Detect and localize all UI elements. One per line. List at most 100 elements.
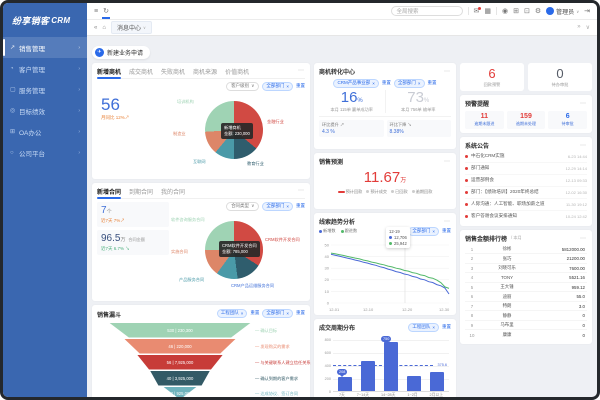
reset-filter-button[interactable]: 重置	[296, 83, 305, 88]
tab-my-contract[interactable]: 我的合同	[161, 189, 186, 196]
bu-filter-tag[interactable]: CRM产品事业部 ×	[333, 78, 379, 88]
new-business-request-button[interactable]: ✈ 新建业务申请	[92, 45, 151, 59]
chart-tooltip: CRM软件开发合同 金额: 785,000	[219, 240, 260, 258]
tab-message-center[interactable]: 消息中心 ∨	[110, 21, 152, 34]
sidebar-item-customer[interactable]: ◔ 客户管理 ›	[3, 58, 87, 79]
line-chart[interactable]: 50 40 30 20 10 0 12-01 12-10 12-20	[319, 237, 451, 313]
more-icon[interactable]: ⋯	[580, 235, 587, 242]
tab-won-opportunity[interactable]: 成交商机	[129, 69, 154, 76]
tab-new-opportunity[interactable]: 新增商机	[97, 67, 122, 79]
contract-card: 新增合同 到期合同 我的合同 ⋯ 7个 近7天 7%↗	[92, 182, 310, 301]
team-filter-tag[interactable]: 工程团队 ×	[216, 308, 248, 318]
table-row[interactable]: 9 马布里 0	[465, 321, 587, 331]
tab-list-icon[interactable]: ∨	[585, 25, 590, 31]
ranking-period: / 本月	[511, 235, 522, 241]
contract-type-dropdown[interactable]: 合同类型 ∨	[226, 201, 260, 211]
announcement-item[interactable]: 中石化CRM实施 6-23 14:44	[465, 151, 587, 163]
sidebar-item-service[interactable]: ▢ 服务管理 ›	[3, 79, 87, 100]
reset-filter-button[interactable]: 重置	[381, 80, 391, 85]
table-row[interactable]: 8 静静 0	[465, 311, 587, 321]
reset-filter-button[interactable]: 重置	[442, 324, 451, 329]
sidebar-item-label: 公司平台	[19, 150, 45, 158]
calendar-icon[interactable]: ▦	[484, 7, 492, 15]
table-row[interactable]: 10 康康 0	[469, 332, 585, 338]
announcement-item[interactable]: 运营部例会 12-13 09:33	[465, 175, 587, 187]
more-tabs-icon[interactable]: »	[577, 24, 581, 30]
department-filter-tag[interactable]: 全部部门 ×	[408, 226, 439, 236]
sidebar-item-target[interactable]: ◎ 目标绩效 ›	[3, 100, 87, 121]
warning-item[interactable]: 159 逾期未处理	[506, 110, 546, 129]
settings-icon[interactable]: ⚙	[534, 7, 542, 15]
divider	[467, 7, 469, 15]
table-row[interactable]: 6 迪丽 55.0	[465, 292, 587, 302]
funnel-chart[interactable]: 530 | 230,300 46 | 220,000 56 | 7,925,00…	[97, 322, 311, 397]
reset-filter-button[interactable]: 重置	[296, 310, 305, 315]
department-filter-tag[interactable]: 全部部门 ×	[262, 81, 293, 91]
reset-filter-button[interactable]: 重置	[296, 203, 305, 208]
chevron-right-icon: ›	[78, 107, 80, 114]
table-row[interactable]: 1 徐彬 5812000.00	[465, 245, 587, 255]
bar	[337, 377, 352, 391]
team-filter-tag[interactable]: 工程团队 ×	[408, 322, 439, 332]
department-filter-tag[interactable]: 全部部门 ×	[262, 201, 293, 211]
logout-icon[interactable]: ⇥	[584, 7, 590, 15]
more-icon[interactable]: ⋯	[298, 67, 305, 74]
lose-rate-stat: 73% 本月 756单 输单率	[384, 89, 452, 113]
tab-expiring-contract[interactable]: 到期合同	[129, 189, 154, 196]
department-filter-tag[interactable]: 全部部门 ×	[393, 78, 425, 88]
funnel-stage: 40 | 3,925,000	[150, 370, 210, 386]
refresh-icon[interactable]: ↻	[102, 7, 110, 19]
more-icon[interactable]: ⋯	[580, 142, 587, 149]
department-filter-tag[interactable]: 全部部门 ×	[262, 308, 293, 318]
pending-approval-alert[interactable]: 0 待办审批	[528, 62, 592, 91]
announcement-item[interactable]: 部门通知 12-29 14:14	[465, 163, 587, 175]
table-row[interactable]: 2 张巧 21200.00	[465, 254, 587, 264]
tab-opportunity-source[interactable]: 商机来源	[193, 69, 218, 76]
card-title: 销售预测	[319, 159, 344, 166]
global-search-input[interactable]: 全局搜索	[390, 6, 463, 16]
tab-opportunity-value[interactable]: 价值商机	[225, 69, 250, 76]
more-icon[interactable]: ⋯	[444, 158, 451, 165]
table-row[interactable]: 5 王大锤 959.12	[465, 283, 587, 293]
platform-icon: ○	[10, 149, 14, 156]
sidebar-item-platform[interactable]: ○ 公司平台 ›	[3, 142, 87, 163]
more-icon[interactable]: ⋯	[580, 100, 587, 107]
panel-icon[interactable]: ≡	[94, 7, 99, 15]
collapse-tabs-icon[interactable]: «	[94, 24, 98, 31]
warning-item[interactable]: 11 逾期未跟进	[465, 110, 504, 129]
contract-filters: 合同类型 ∨ 全部部门 × 重置	[169, 201, 305, 211]
fullscreen-icon[interactable]: ⊡	[524, 7, 530, 15]
reset-filter-button[interactable]: 重置	[427, 80, 437, 85]
y-tick: 0	[328, 389, 331, 394]
overdue-payment-alert[interactable]: 6 回款预警	[460, 62, 524, 91]
announcement-item[interactable]: 人际沟通：人工智能、职场加薪之道 11-30 19:12	[465, 199, 587, 211]
tab-new-contract[interactable]: 新增合同	[97, 187, 122, 199]
message-icon[interactable]: ✉	[473, 6, 482, 15]
card-title: 预警提醒	[465, 101, 490, 108]
bar	[407, 375, 422, 391]
tab-lost-opportunity[interactable]: 失败商机	[161, 69, 186, 76]
warning-item[interactable]: 6 待审批	[548, 110, 588, 129]
bar-pin: 750	[381, 335, 392, 344]
table-row[interactable]: 4 TONY 5521.16	[465, 273, 587, 283]
sidebar-item-sales[interactable]: ↗ 销售管理 ›	[3, 37, 87, 58]
contract-tabs: 新增合同 到期合同 我的合同 ⋯	[97, 187, 305, 199]
reset-filter-button[interactable]: 重置	[250, 310, 260, 315]
table-row[interactable]: 7 特朗 3.0	[465, 302, 587, 312]
reset-filter-button[interactable]: 重置	[442, 228, 451, 233]
sidebar-item-oa[interactable]: ⊞ OA办公 ›	[3, 121, 87, 142]
more-icon[interactable]: ⋯	[444, 218, 451, 225]
more-icon[interactable]: ⋯	[444, 68, 451, 75]
user-menu[interactable]: 管理员 ∨	[546, 7, 579, 16]
announcement-item[interactable]: 部门：【绩效培训】2020年终总结 12-02 16:30	[465, 187, 587, 199]
headset-icon[interactable]: ◉	[502, 7, 509, 15]
more-icon[interactable]: ⋯	[298, 187, 305, 194]
home-icon[interactable]: ⌂	[102, 24, 106, 31]
bar-chart[interactable]: 800 600 400 200 0	[319, 335, 451, 398]
apps-icon[interactable]: ⊞	[513, 7, 520, 15]
announcement-item[interactable]: 客户答谢会议安排通知 10-24 12:42	[465, 211, 587, 222]
sidebar-item-label: OA办公	[19, 129, 42, 137]
table-row[interactable]: 3 刘晓可乐 7600.00	[465, 264, 587, 274]
customer-level-dropdown[interactable]: 客户级别 ∨	[226, 81, 260, 91]
